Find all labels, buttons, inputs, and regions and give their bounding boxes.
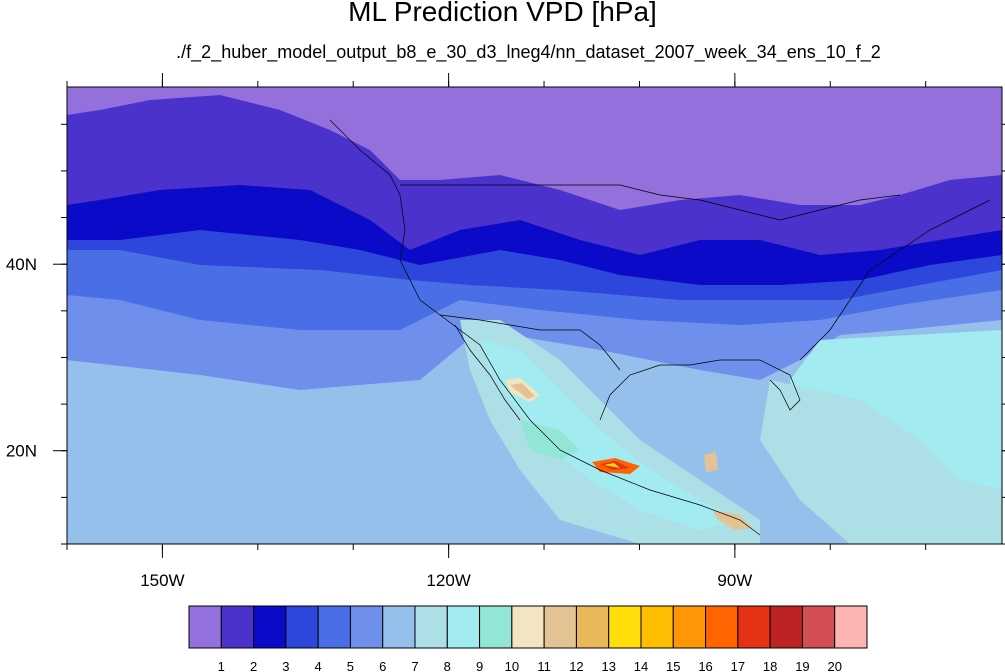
map-frame bbox=[66, 86, 1003, 545]
colorbar-level-label: 7 bbox=[411, 659, 418, 672]
colorbar-level-label: 8 bbox=[444, 659, 451, 672]
colorbar-swatch bbox=[737, 605, 771, 649]
vpd-patch-mexico-cyan bbox=[480, 340, 740, 530]
colorbar-swatch bbox=[446, 605, 481, 649]
colorbar-level-label: 13 bbox=[601, 659, 615, 672]
colorbar-swatch bbox=[543, 605, 577, 649]
map-subtitle: ./f_2_huber_model_output_b8_e_30_d3_lneg… bbox=[176, 42, 881, 62]
colorbar-level-label: 1 bbox=[218, 659, 225, 672]
colorbar-swatch bbox=[253, 605, 287, 649]
colorbar-level-label: 9 bbox=[476, 659, 483, 672]
colorbar-swatch bbox=[414, 605, 448, 649]
colorbar-swatch bbox=[834, 605, 868, 649]
colorbar-level-label: 16 bbox=[698, 659, 712, 672]
colorbar-swatch bbox=[511, 605, 545, 649]
colorbar-swatch bbox=[608, 605, 642, 649]
colorbar-level-label: 20 bbox=[827, 659, 841, 672]
map-title: ML Prediction VPD [hPa] bbox=[348, 0, 657, 27]
us-canada-border bbox=[400, 184, 901, 221]
vpd-patch-central-america-tan bbox=[712, 510, 752, 530]
colorbar-level-label: 2 bbox=[250, 659, 257, 672]
colorbar-swatch bbox=[349, 605, 384, 649]
colorbar-level-label: 17 bbox=[731, 659, 745, 672]
colorbar-level-label: 6 bbox=[379, 659, 386, 672]
vpd-band-level-1 bbox=[67, 87, 1002, 210]
colorbar-level-label: 18 bbox=[763, 659, 777, 672]
colorbar-level-label: 10 bbox=[505, 659, 519, 672]
colorbar-level-label: 5 bbox=[347, 659, 354, 672]
vpd-field bbox=[67, 87, 1002, 544]
colorbar-level-label: 4 bbox=[315, 659, 322, 672]
colorbar-swatch bbox=[285, 605, 319, 649]
colorbar-swatch bbox=[801, 605, 836, 649]
colorbar-swatch bbox=[640, 605, 674, 649]
vpd-patch-yucatan-tan bbox=[704, 452, 718, 472]
lon-tick-label: 90W bbox=[717, 571, 752, 590]
colorbar: 1 2 3 4 5 6 7 8 9 10 11 12 13 14 15 16 17 18 19 20 bbox=[188, 605, 868, 672]
colorbar-swatch bbox=[188, 605, 222, 649]
vpd-patch-hotspot-yellow bbox=[604, 463, 620, 468]
colorbar-swatch bbox=[220, 605, 255, 649]
colorbar-swatch bbox=[317, 605, 351, 649]
us-mexico-border bbox=[439, 314, 621, 371]
lon-tick-label: 150W bbox=[140, 571, 184, 590]
lon-tick-label: 120W bbox=[426, 571, 470, 590]
colorbar-swatch bbox=[479, 605, 513, 649]
colorbar-swatch bbox=[769, 605, 803, 649]
lat-tick-label: 20N bbox=[6, 442, 37, 461]
colorbar-swatch bbox=[672, 605, 707, 649]
colorbar-level-label: 15 bbox=[666, 659, 680, 672]
gulf-coast-outline bbox=[599, 359, 801, 421]
colorbar-level-label: 19 bbox=[795, 659, 809, 672]
baja-outline bbox=[454, 324, 521, 421]
colorbar-level-label: 3 bbox=[282, 659, 289, 672]
west-coast-outline bbox=[329, 119, 761, 536]
lat-tick-label: 40N bbox=[6, 255, 37, 274]
colorbar-level-label: 14 bbox=[634, 659, 648, 672]
vpd-patch-caribbean-light bbox=[760, 380, 1002, 544]
colorbar-level-label: 11 bbox=[537, 659, 551, 672]
colorbar-level-label: 12 bbox=[569, 659, 583, 672]
colorbar-swatch bbox=[575, 605, 610, 649]
colorbar-swatch bbox=[705, 605, 739, 649]
vpd-patch-mexico-tan bbox=[510, 383, 535, 399]
colorbar-swatch bbox=[382, 605, 416, 649]
map-outlines bbox=[329, 119, 991, 536]
east-coast-outline bbox=[799, 199, 991, 361]
map-axes: 150W 120W 90W 40N 20N bbox=[6, 73, 1005, 590]
